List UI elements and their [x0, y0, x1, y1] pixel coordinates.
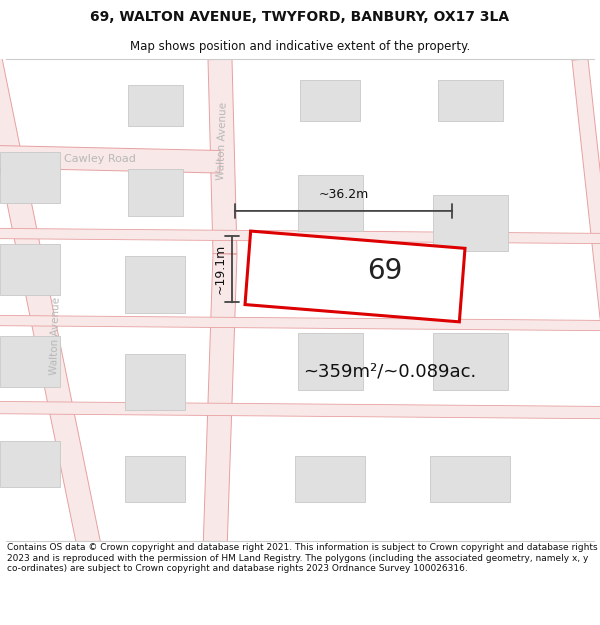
Text: 69: 69	[367, 258, 403, 286]
Polygon shape	[0, 57, 102, 553]
Polygon shape	[0, 336, 60, 387]
Text: Map shows position and indicative extent of the property.: Map shows position and indicative extent…	[130, 40, 470, 52]
Text: 69, WALTON AVENUE, TWYFORD, BANBURY, OX17 3LA: 69, WALTON AVENUE, TWYFORD, BANBURY, OX1…	[91, 9, 509, 24]
Polygon shape	[0, 146, 220, 173]
Polygon shape	[125, 256, 185, 312]
Polygon shape	[203, 254, 237, 551]
Polygon shape	[433, 333, 508, 389]
Text: ~19.1m: ~19.1m	[214, 244, 227, 294]
Polygon shape	[0, 401, 600, 419]
Polygon shape	[437, 80, 503, 121]
Polygon shape	[0, 244, 60, 295]
Polygon shape	[433, 195, 508, 251]
Polygon shape	[298, 333, 362, 389]
Polygon shape	[0, 228, 600, 244]
Polygon shape	[572, 59, 600, 337]
Polygon shape	[128, 85, 182, 126]
Polygon shape	[125, 456, 185, 503]
Text: Walton Avenue: Walton Avenue	[215, 102, 229, 181]
Polygon shape	[208, 59, 237, 254]
Polygon shape	[298, 174, 362, 231]
Polygon shape	[0, 441, 60, 487]
Polygon shape	[430, 456, 510, 503]
Text: Cawley Road: Cawley Road	[64, 154, 136, 164]
Text: ~359m²/~0.089ac.: ~359m²/~0.089ac.	[304, 362, 476, 381]
Text: ~36.2m: ~36.2m	[319, 188, 368, 201]
Polygon shape	[0, 151, 60, 202]
Polygon shape	[295, 456, 365, 503]
Polygon shape	[245, 231, 465, 322]
Polygon shape	[0, 316, 600, 331]
Polygon shape	[125, 354, 185, 410]
Text: Walton Avenue: Walton Avenue	[49, 297, 61, 375]
Polygon shape	[128, 169, 182, 216]
Polygon shape	[300, 80, 360, 121]
Text: Contains OS data © Crown copyright and database right 2021. This information is : Contains OS data © Crown copyright and d…	[7, 543, 598, 573]
